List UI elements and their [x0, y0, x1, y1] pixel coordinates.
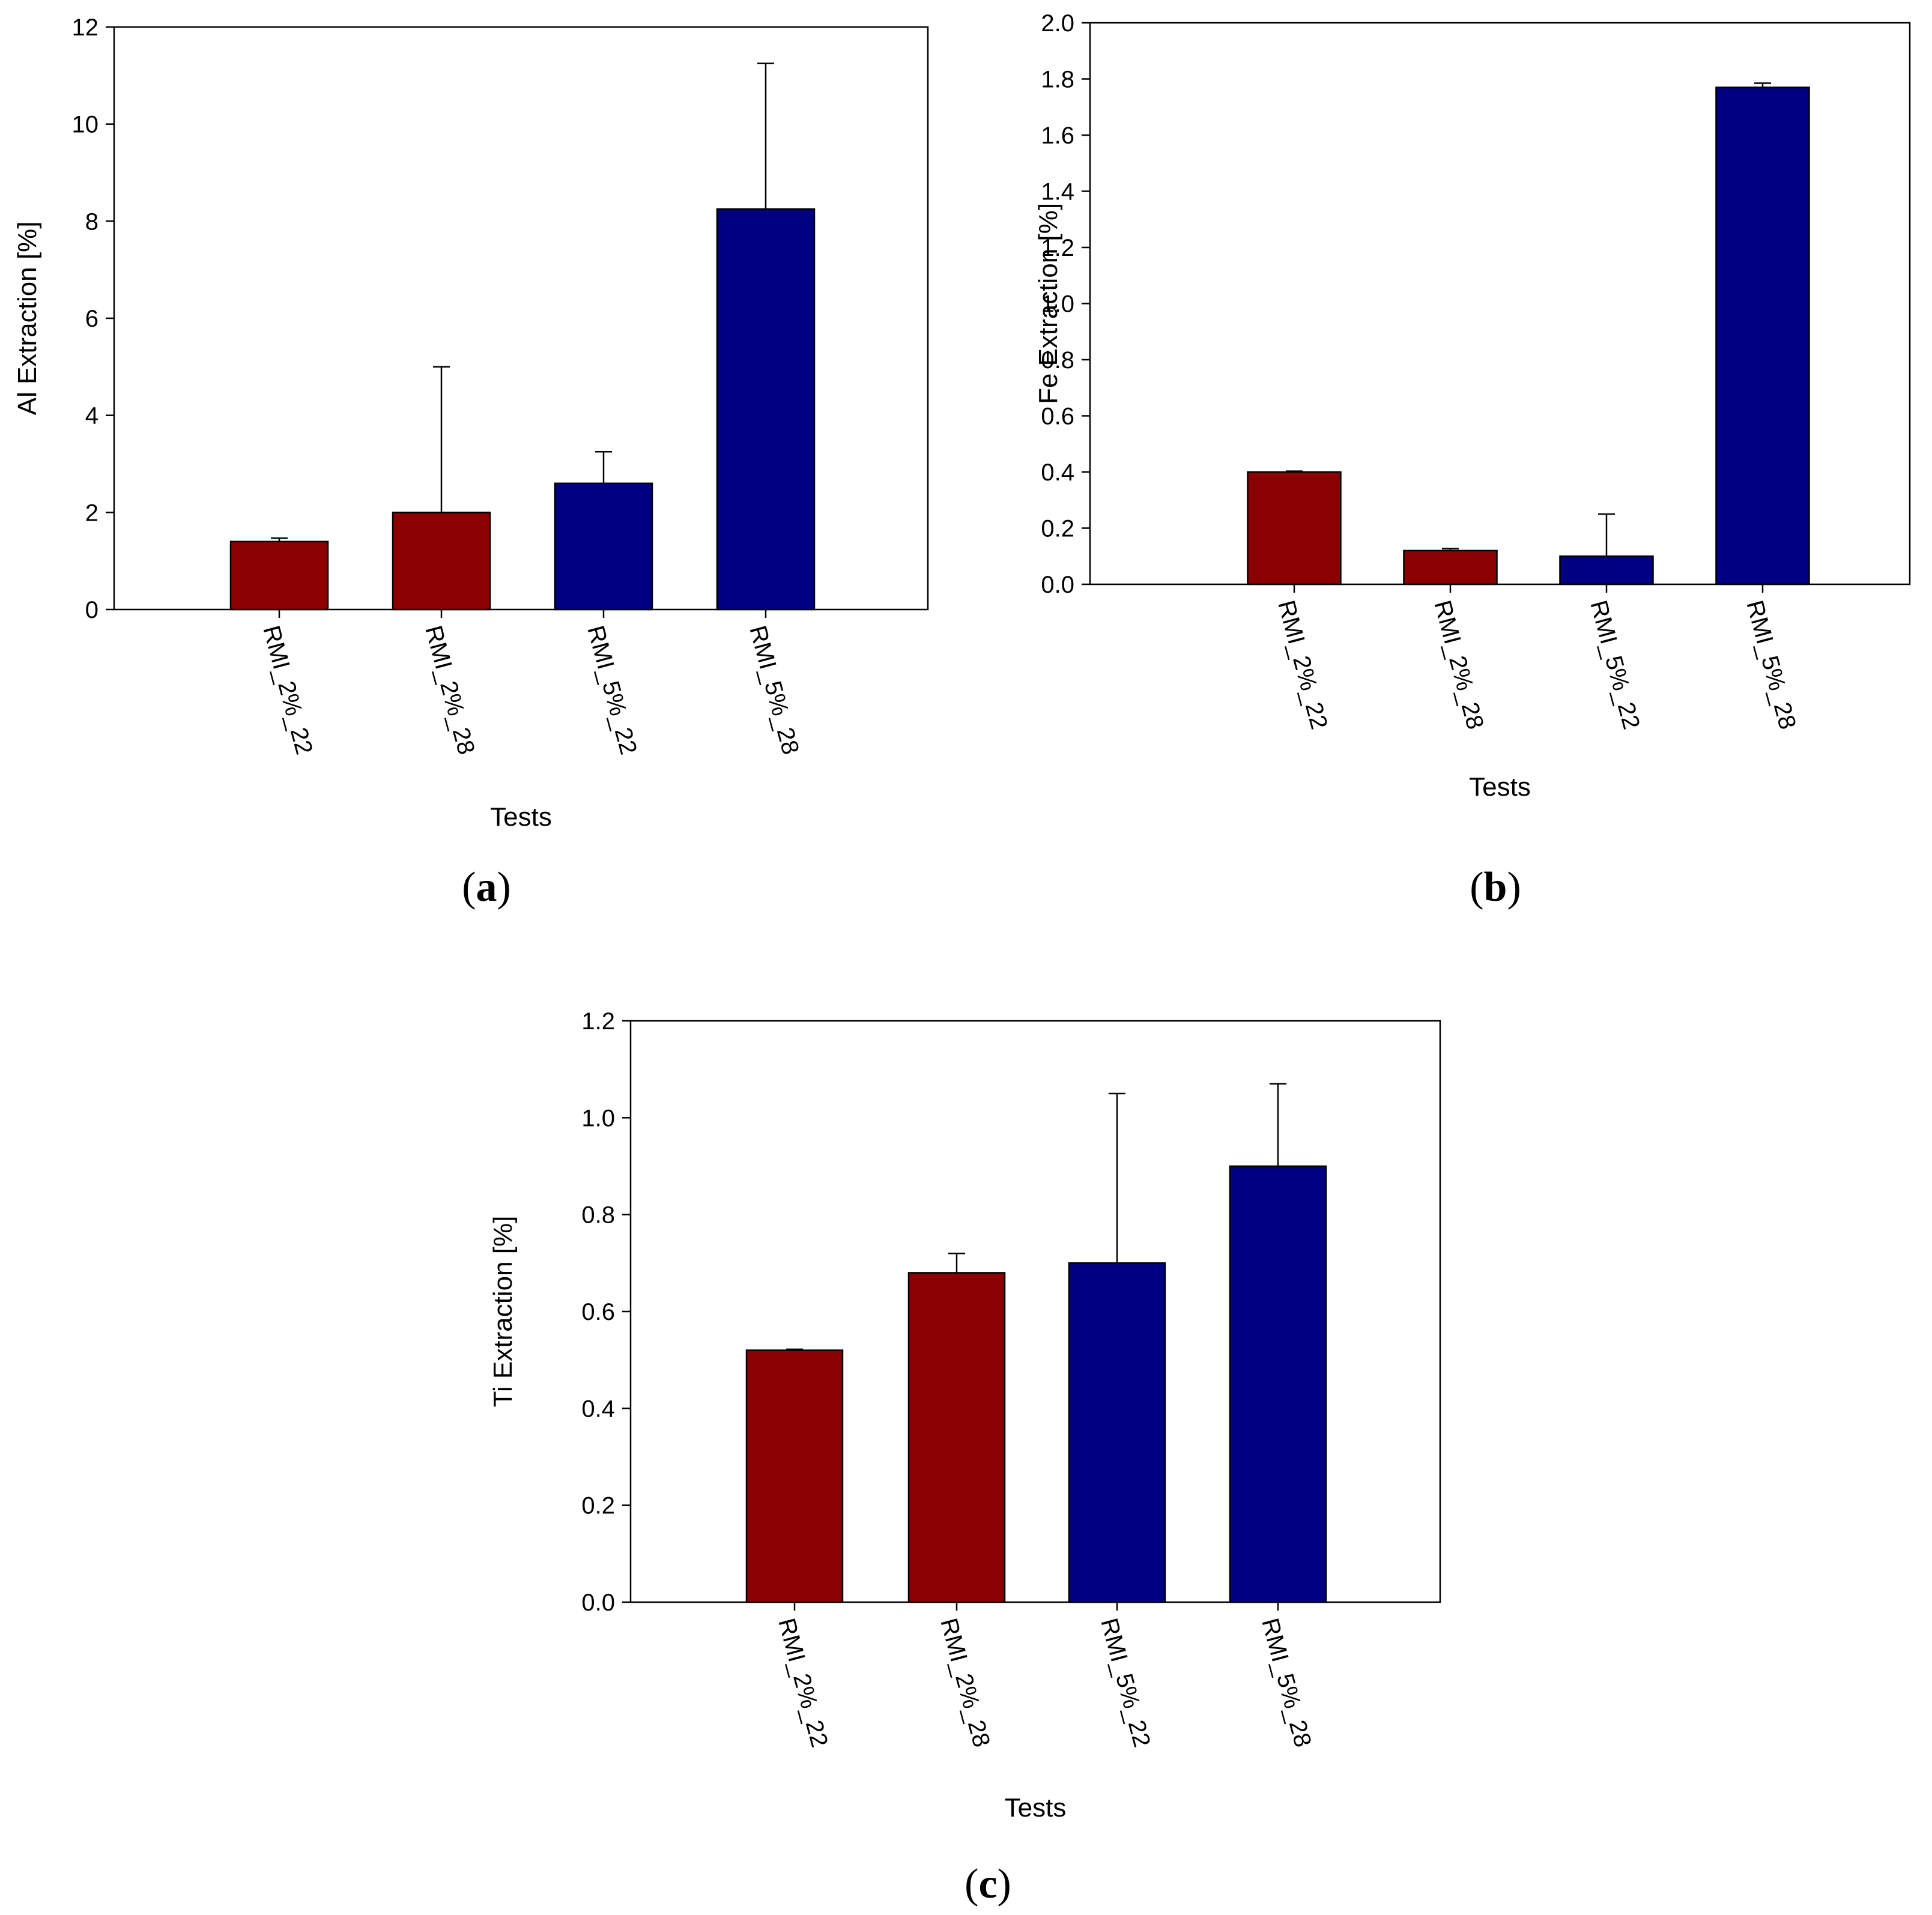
x-tick-label: RMI_2%_22	[773, 1615, 832, 1750]
bar-RMI_5%_28	[1715, 86, 1810, 585]
y-tick-label: 0	[85, 597, 98, 623]
bar-RMI_5%_22	[1068, 1262, 1166, 1603]
x-tick-label: RMI_2%_28	[420, 623, 479, 757]
x-axis-title: Tests	[490, 802, 552, 832]
y-tick-label: 0.0	[581, 1590, 615, 1616]
bar-RMI_5%_28	[716, 208, 816, 611]
y-axis-title: Ti Extraction [%]	[488, 1216, 518, 1408]
x-axis-title: Tests	[1005, 1793, 1067, 1823]
x-tick-label: RMI_2%_28	[935, 1615, 995, 1750]
bar-RMI_2%_28	[907, 1272, 1006, 1603]
bar-RMI_2%_28	[1403, 549, 1498, 585]
y-tick-label: 0.0	[1041, 572, 1074, 598]
y-tick-label: 1.4	[1041, 179, 1074, 205]
y-tick-label: 0.8	[581, 1202, 615, 1229]
y-tick-label: 0.4	[581, 1396, 615, 1422]
bar-RMI_5%_28	[1229, 1165, 1327, 1603]
y-tick-label: 0.2	[581, 1493, 615, 1519]
x-tick-label: RMI_5%_22	[1095, 1615, 1155, 1750]
chart-panel-a: 0 2 4 6 8 10 12 RMI_2%_22 RMI_2%_28 RMI_5%_22 RMI_…	[13, 14, 929, 910]
y-tick-label: 1.2	[1041, 235, 1074, 261]
y-tick-label: 1.0	[581, 1105, 615, 1131]
panel-label: (c)	[964, 1861, 1011, 1907]
y-tick-label: 0.2	[1041, 516, 1074, 542]
y-tick-label: 8	[85, 208, 98, 235]
y-tick-label: 1.8	[1041, 67, 1074, 93]
x-tick-label: RMI_5%_28	[744, 623, 804, 757]
chart-panel-c: 0.0 0.2 0.4 0.6 0.8 1.0 1.2 RMI_2%_22 RMI_2%_28 R…	[488, 1008, 1441, 1907]
y-tick-label: 2	[85, 500, 98, 526]
y-tick-label: 1.6	[1041, 123, 1074, 149]
bar-RMI_2%_28	[392, 512, 491, 611]
y-tick-label: 12	[72, 14, 99, 41]
panel-label: (b)	[1470, 864, 1521, 910]
x-tick-label: RMI_5%_28	[1741, 597, 1800, 732]
y-tick-label: 0.6	[1041, 404, 1074, 430]
x-tick-label: RMI_2%_22	[258, 623, 317, 757]
y-tick-label: 1.2	[581, 1008, 615, 1035]
y-tick-label: 0.6	[581, 1299, 615, 1325]
bar-RMI_2%_22	[1247, 471, 1342, 585]
y-tick-label: 0.8	[1041, 347, 1074, 374]
y-axis-title: Fe Extraction [%]	[1034, 203, 1063, 404]
bar-RMI_5%_22	[1559, 555, 1654, 585]
x-tick-label: RMI_5%_22	[1585, 597, 1644, 732]
y-tick-label: 10	[72, 112, 99, 138]
x-tick-label: RMI_2%_22	[1273, 597, 1332, 732]
y-tick-label: 4	[85, 403, 98, 429]
x-tick-label: RMI_2%_28	[1429, 597, 1488, 732]
y-tick-label: 1.0	[1041, 291, 1074, 318]
y-axis-title: Al Extraction [%]	[13, 222, 42, 416]
x-tick-label: RMI_5%_22	[582, 623, 641, 757]
x-tick-label: RMI_5%_28	[1256, 1615, 1316, 1750]
bar-RMI_2%_22	[745, 1349, 844, 1603]
y-tick-label: 0.4	[1041, 459, 1074, 486]
chart-panel-b: 0.0 0.2 0.4 0.6 0.8 1.0 1.2 1.4 1.6 1.8 2.0 RMI_2%_…	[1034, 10, 1911, 910]
y-tick-label: 2.0	[1041, 10, 1074, 37]
y-tick-label: 6	[85, 306, 98, 332]
bar-RMI_5%_22	[554, 482, 653, 611]
x-axis-title: Tests	[1469, 772, 1531, 802]
bar-RMI_2%_22	[229, 540, 329, 611]
panel-label: (a)	[462, 864, 511, 910]
